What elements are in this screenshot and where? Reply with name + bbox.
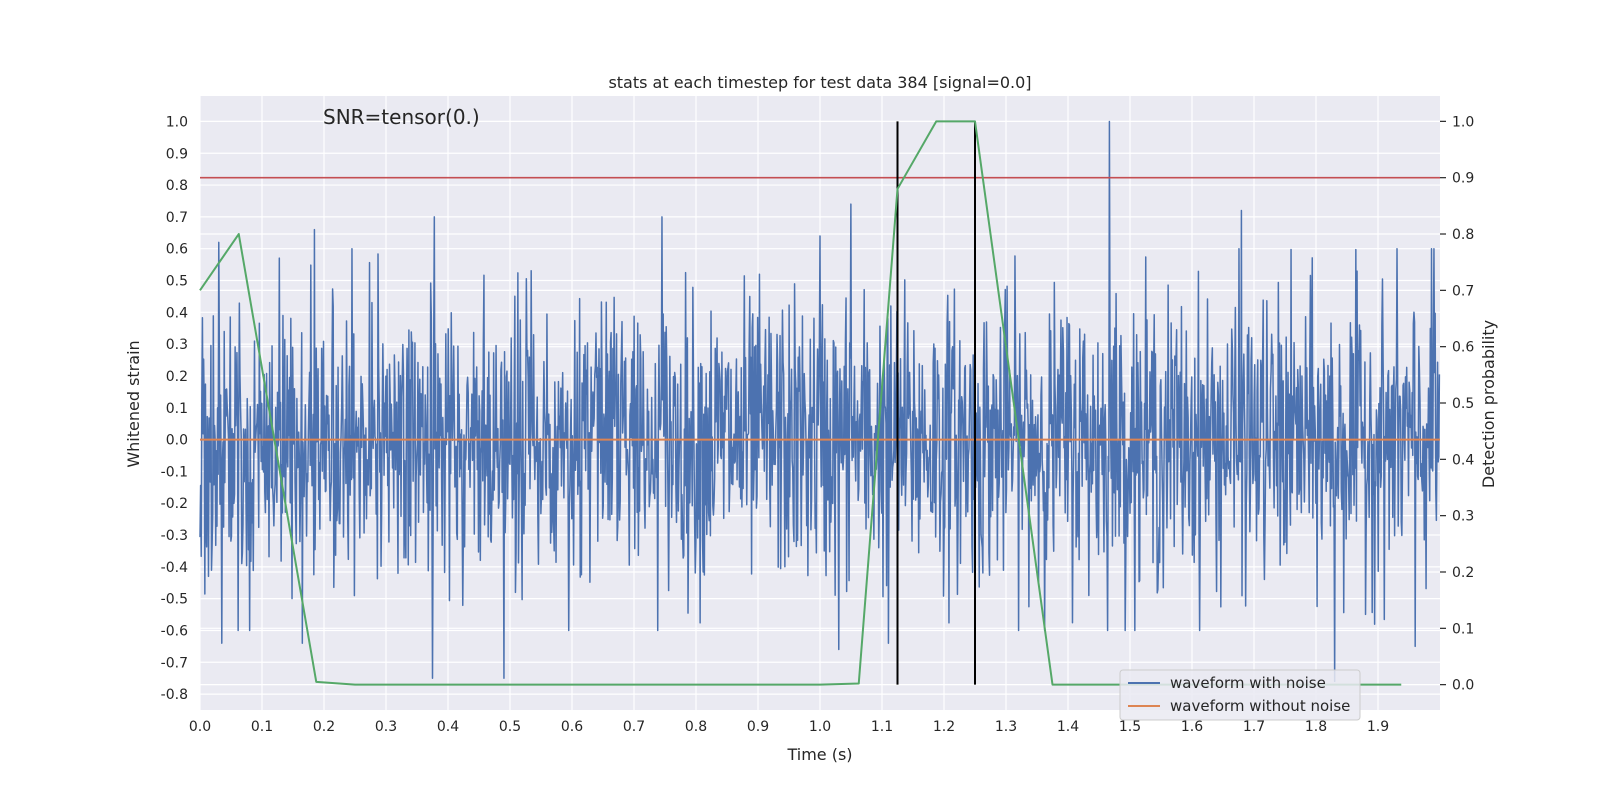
x-tick-label: 1.5 xyxy=(1119,719,1141,735)
y-left-tick-label: 0.1 xyxy=(166,401,188,417)
y-left-tick-label: 0.0 xyxy=(166,433,188,449)
y-right-tick-label: 0.3 xyxy=(1452,509,1474,525)
y-left-tick-label: -0.4 xyxy=(161,560,188,576)
y-left-tick-label: -0.3 xyxy=(161,528,188,544)
y-left-tick-label: -0.2 xyxy=(161,496,188,512)
y-left-tick-label: -0.5 xyxy=(161,592,188,608)
x-tick-label: 1.1 xyxy=(871,719,893,735)
y-right-tick-label: 0.9 xyxy=(1452,171,1474,187)
legend-label-noise: waveform with noise xyxy=(1170,674,1326,692)
y-left-tick-label: 0.8 xyxy=(166,178,188,194)
y-left-tick-label: 0.5 xyxy=(166,274,188,290)
x-tick-label: 0.7 xyxy=(623,719,645,735)
y-right-tick-label: 0.2 xyxy=(1452,565,1474,581)
x-tick-label: 0.8 xyxy=(685,719,707,735)
y-right-tick-label: 1.0 xyxy=(1452,114,1474,130)
y-right-tick-label: 0.4 xyxy=(1452,452,1474,468)
legend: waveform with noise waveform without noi… xyxy=(1119,669,1361,721)
y-axis-label-right: Detection probability xyxy=(1479,320,1498,488)
y-left-tick-label: -0.7 xyxy=(161,655,188,671)
y-right-tick-label: 0.8 xyxy=(1452,227,1474,243)
y-right-tick-label: 0.0 xyxy=(1452,678,1474,694)
legend-label-clean: waveform without noise xyxy=(1170,697,1350,715)
x-tick-label: 1.0 xyxy=(809,719,831,735)
x-tick-label: 1.6 xyxy=(1181,719,1203,735)
series-waveform-with-noise xyxy=(199,120,1441,683)
y-left-tick-label: -0.8 xyxy=(161,687,188,703)
x-tick-label: 0.5 xyxy=(499,719,521,735)
x-ticks: 0.0 0.1 0.2 0.3 0.4 0.5 0.6 0.7 0.8 0.9 1.0 1.1 1.2 1… xyxy=(189,719,1389,735)
x-tick-label: 1.7 xyxy=(1243,719,1265,735)
y-left-tick-label: 0.4 xyxy=(166,305,188,321)
x-tick-label: 0.1 xyxy=(251,719,273,735)
x-tick-label: 0.2 xyxy=(313,719,335,735)
y-left-tick-label: -0.1 xyxy=(161,464,188,480)
y-left-tick-label: 0.9 xyxy=(166,146,188,162)
x-tick-label: 1.4 xyxy=(1057,719,1079,735)
y-ticks-right: 0.0 0.1 0.2 0.3 0.4 0.5 0.6 0.7 0.8 0.9 1.0 xyxy=(1440,114,1474,694)
x-tick-label: 1.9 xyxy=(1367,719,1389,735)
y-left-tick-label: 0.7 xyxy=(166,210,188,226)
snr-annotation: SNR=tensor(0.) xyxy=(323,105,480,129)
y-left-tick-label: -0.6 xyxy=(161,623,188,639)
y-left-tick-label: 1.0 xyxy=(166,114,188,130)
chart-title: stats at each timestep for test data 384… xyxy=(608,73,1031,92)
x-axis-label: Time (s) xyxy=(786,745,852,764)
y-right-tick-label: 0.7 xyxy=(1452,283,1474,299)
x-tick-label: 1.3 xyxy=(995,719,1017,735)
y-left-tick-label: 0.3 xyxy=(166,337,188,353)
y-right-tick-label: 0.1 xyxy=(1452,621,1474,637)
x-tick-label: 0.6 xyxy=(561,719,583,735)
legend-box xyxy=(1119,669,1361,721)
y-right-tick-label: 0.6 xyxy=(1452,340,1474,356)
y-axis-label-left: Whitened strain xyxy=(124,340,143,467)
y-left-tick-label: 0.2 xyxy=(166,369,188,385)
x-tick-label: 0.9 xyxy=(747,719,769,735)
x-tick-label: 0.4 xyxy=(437,719,459,735)
x-tick-label: 0.3 xyxy=(375,719,397,735)
x-tick-label: 0.0 xyxy=(189,719,211,735)
y-right-tick-label: 0.5 xyxy=(1452,396,1474,412)
y-left-tick-label: 0.6 xyxy=(166,242,188,258)
x-tick-label: 1.8 xyxy=(1305,719,1327,735)
x-tick-label: 1.2 xyxy=(933,719,955,735)
y-ticks-left: -0.8 -0.7 -0.6 -0.5 -0.4 -0.3 -0.2 -0.1 0.0 0.1 0.… xyxy=(161,114,188,703)
